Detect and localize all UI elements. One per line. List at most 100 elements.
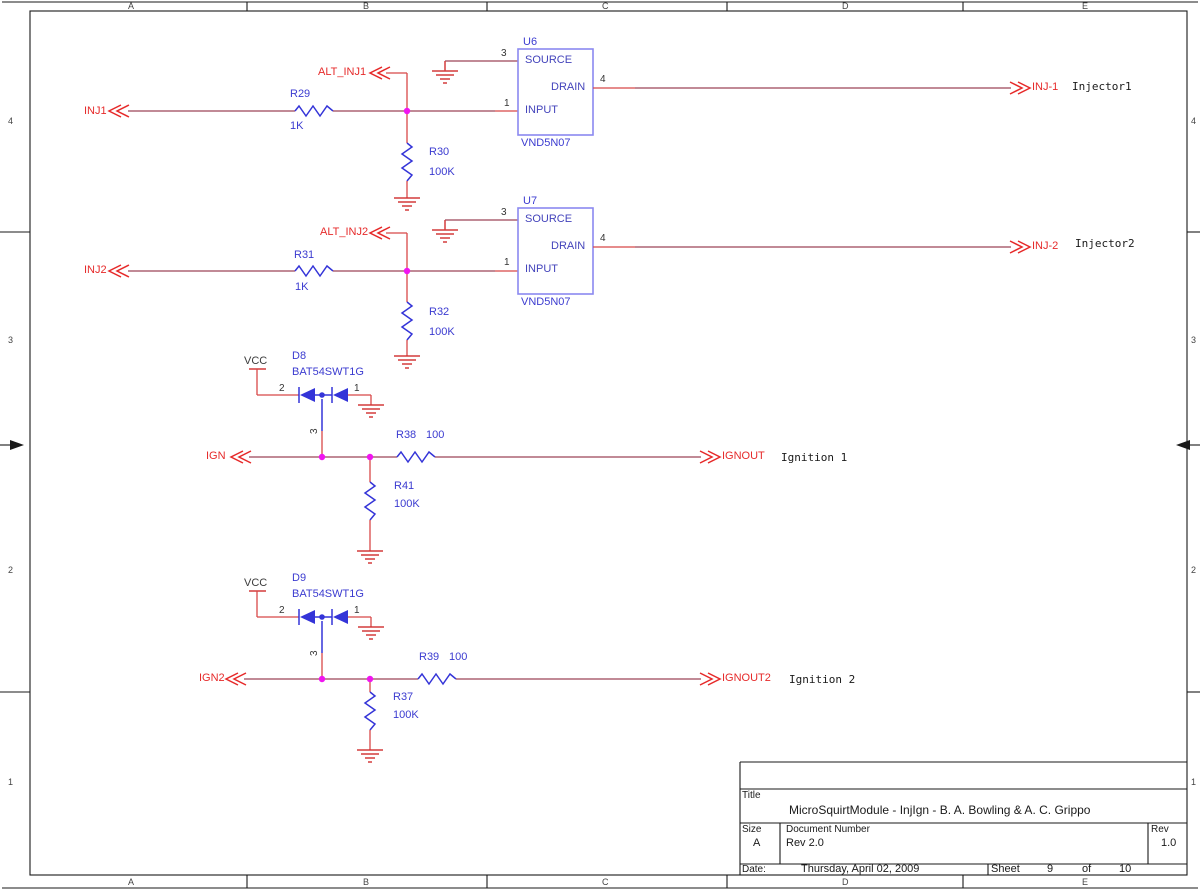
border-col-label: D [842,877,849,887]
resistor-R41 [364,481,376,521]
part-d8: BAT54SWT1G [292,366,364,378]
junction-dot [403,267,411,275]
border-col-label: A [128,877,135,887]
u7-pin-drain: DRAIN [551,240,586,252]
u7-pin-source: SOURCE [525,213,573,225]
title-block-date-label: Date: [742,864,766,875]
val-r39: 100 [449,651,468,663]
circuit-ign2 [225,590,721,763]
ground-icon [393,196,421,211]
u6-pin-num-3: 3 [501,48,507,59]
circuit-ign1 [230,368,721,564]
title-block-frame [739,761,1187,875]
title-block-title-label: Title [742,790,761,801]
ref-r31: R31 [294,249,315,261]
port-label-inj2: INJ2 [84,264,107,276]
val-r38: 100 [426,429,445,441]
border-row-label: 1 [8,777,14,787]
ground-icon [356,549,384,564]
title-block-size: A [753,837,761,849]
port-out-icon [1009,81,1031,95]
net-label-alt-inj2: ALT_INJ2 [320,226,369,238]
d8-pin-num-2: 2 [279,383,285,394]
note-ignition2: Ignition 2 [789,673,856,686]
part-d9: BAT54SWT1G [292,588,364,600]
ref-r38: R38 [396,429,417,441]
net-label-alt-inj1: ALT_INJ1 [318,66,367,78]
note-injector1: Injector1 [1072,80,1132,93]
d9-pin-num-2: 2 [279,605,285,616]
border-row-label: 3 [1191,335,1197,345]
border-row-label: 2 [8,565,14,575]
val-r37: 100K [393,709,419,721]
junction-dot [403,107,411,115]
val-r30: 100K [429,166,455,178]
port-in-icon [108,264,130,278]
port-in-icon [108,104,130,118]
title-block-rev: 1.0 [1161,837,1177,849]
circuit-inj2 [108,207,1031,369]
note-injector2: Injector2 [1075,237,1135,250]
resistor-R39 [417,673,457,685]
d9-pin-num-3: 3 [309,650,320,656]
resistor-R31 [294,265,334,277]
val-r41: 100K [394,498,420,510]
port-label-ign: IGN [206,450,226,462]
diode-pair-D8 [298,387,371,403]
ground-icon [431,228,459,243]
diode-pair-D9 [298,609,371,625]
border-col-label: B [363,1,370,11]
title-block-size-label: Size [742,824,762,835]
ref-d9: D9 [292,572,307,584]
u7-pin-num-4: 4 [600,233,606,244]
junction-dot [366,675,374,683]
d9-pin-num-1: 1 [354,605,360,616]
port-out-icon [699,672,721,686]
ref-u6: U6 [523,36,538,48]
u6-pin-drain: DRAIN [551,81,586,93]
ground-icon [356,748,384,763]
ground-icon [357,625,385,640]
border-col-label: C [602,877,609,887]
ref-r29: R29 [290,88,311,100]
ground-icon [393,354,421,369]
ref-r41: R41 [394,480,415,492]
u7-box [517,207,594,295]
ref-r30: R30 [429,146,450,158]
d8-pin-num-1: 1 [354,383,360,394]
border-col-label: B [363,877,370,887]
resistor-R29 [294,105,334,117]
title-block-sheet-total: 10 [1119,863,1132,875]
vcc-icon [249,590,266,617]
port-label-inj-1-out: INJ-1 [1032,81,1059,93]
resistor-R38 [396,451,436,463]
port-label-inj1: INJ1 [84,105,107,117]
resistor-R32 [401,301,413,341]
port-in-icon [225,672,247,686]
border-row-label: 4 [1191,116,1197,126]
ref-r39: R39 [419,651,440,663]
junction-dot [318,453,326,461]
u6-box [517,48,594,136]
part-u7: VND5N07 [521,296,571,308]
junction-dot [318,675,326,683]
border-row-label: 3 [8,335,14,345]
border-col-label: A [128,1,135,11]
val-r31: 1K [295,281,309,293]
junction-dot [366,453,374,461]
title-block-sheet-number: 9 [1047,863,1054,875]
border-col-label: C [602,1,609,11]
vcc-label: VCC [244,577,268,589]
port-out-icon [699,450,721,464]
title-block-of-label: of [1082,863,1092,875]
border-col-label: E [1082,877,1089,887]
title-block-date: Thursday, April 02, 2009 [801,863,920,875]
title-block-sheet-label: Sheet [991,863,1020,875]
vcc-label: VCC [244,355,268,367]
u7-pin-num-1: 1 [504,257,510,268]
border-row-label: 2 [1191,565,1197,575]
ref-r32: R32 [429,306,450,318]
val-r29: 1K [290,120,304,132]
